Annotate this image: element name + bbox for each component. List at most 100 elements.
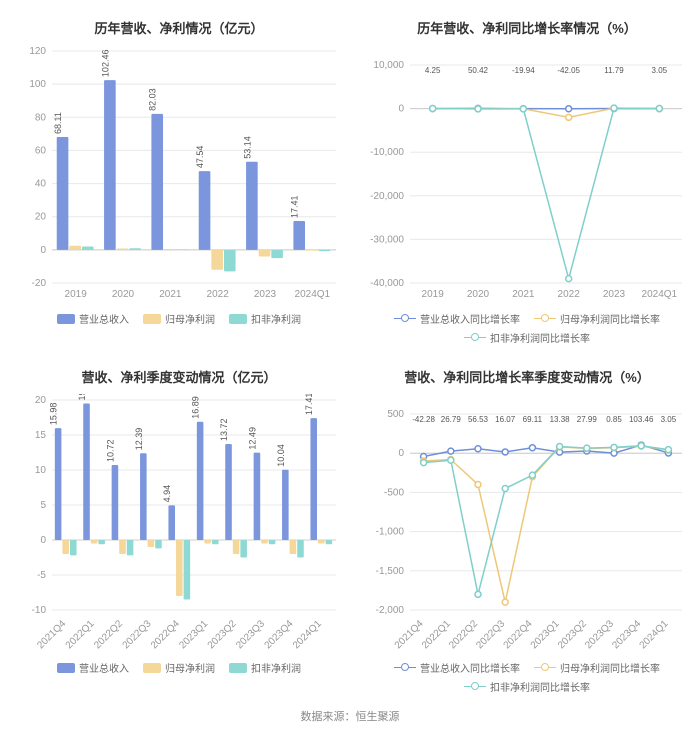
svg-text:-19.94: -19.94 bbox=[512, 66, 535, 75]
svg-text:13.72: 13.72 bbox=[219, 418, 229, 441]
svg-text:-42.05: -42.05 bbox=[557, 66, 580, 75]
legend-swatch bbox=[143, 663, 161, 673]
svg-text:2022Q2: 2022Q2 bbox=[92, 618, 125, 651]
svg-text:3.05: 3.05 bbox=[661, 415, 677, 424]
svg-text:-2,000: -2,000 bbox=[376, 605, 405, 616]
legend-label: 营业总收入同比增长率 bbox=[420, 311, 520, 326]
svg-text:2024Q1: 2024Q1 bbox=[295, 289, 331, 300]
svg-text:10: 10 bbox=[35, 465, 47, 476]
footer-label: 数据来源： bbox=[301, 711, 356, 723]
legend-label: 归母净利润 bbox=[165, 660, 215, 675]
svg-text:69.11: 69.11 bbox=[523, 415, 543, 424]
svg-text:120: 120 bbox=[29, 46, 46, 57]
svg-text:500: 500 bbox=[387, 409, 404, 420]
chart-annual-growth: 历年营收、净利同比增长率情况（%） -40,000-30,000-20,000-… bbox=[358, 10, 696, 349]
legend-item: 营业总收入 bbox=[57, 311, 129, 326]
chart-title: 营收、净利季度变动情况（亿元） bbox=[14, 367, 344, 386]
svg-text:5: 5 bbox=[40, 500, 46, 511]
legend-item: 扣非净利润 bbox=[229, 311, 301, 326]
svg-text:17.41: 17.41 bbox=[304, 394, 314, 415]
svg-text:2022: 2022 bbox=[558, 289, 581, 300]
chart-quarterly-growth: 营收、净利同比增长率季度变动情况（%） -2,000-1,500-1,000-5… bbox=[358, 359, 696, 698]
svg-text:10.04: 10.04 bbox=[276, 444, 286, 467]
svg-text:20: 20 bbox=[35, 212, 47, 223]
svg-text:-42.28: -42.28 bbox=[412, 415, 435, 424]
svg-text:2022Q3: 2022Q3 bbox=[474, 618, 507, 651]
svg-text:19.50: 19.50 bbox=[77, 394, 87, 401]
legend-item: 扣非净利润同比增长率 bbox=[464, 679, 590, 694]
svg-text:2024Q1: 2024Q1 bbox=[642, 289, 678, 300]
svg-text:0: 0 bbox=[40, 245, 46, 256]
legend-item: 营业总收入同比增长率 bbox=[394, 311, 520, 326]
svg-text:2023Q2: 2023Q2 bbox=[556, 618, 589, 651]
svg-text:2019: 2019 bbox=[65, 289, 88, 300]
svg-text:2020: 2020 bbox=[112, 289, 135, 300]
svg-text:60: 60 bbox=[35, 145, 47, 156]
chart-quarterly-revenue: 营收、净利季度变动情况（亿元） -10-5051015202021Q415.98… bbox=[10, 359, 348, 698]
svg-text:26.79: 26.79 bbox=[441, 415, 462, 424]
svg-text:-10: -10 bbox=[32, 605, 47, 616]
svg-text:82.03: 82.03 bbox=[148, 88, 158, 111]
legend-item: 归母净利润 bbox=[143, 660, 215, 675]
svg-text:53.14: 53.14 bbox=[242, 136, 252, 159]
svg-text:2023: 2023 bbox=[254, 289, 277, 300]
legend-label: 扣非净利润 bbox=[251, 660, 301, 675]
svg-text:16.89: 16.89 bbox=[191, 396, 201, 419]
svg-text:2023: 2023 bbox=[603, 289, 626, 300]
legend-item: 扣非净利润同比增长率 bbox=[464, 330, 590, 345]
svg-text:-40,000: -40,000 bbox=[370, 278, 404, 289]
svg-text:56.53: 56.53 bbox=[468, 415, 489, 424]
svg-text:20: 20 bbox=[35, 395, 47, 406]
svg-text:4.25: 4.25 bbox=[425, 66, 441, 75]
legend-swatch bbox=[229, 663, 247, 673]
legend-label: 扣非净利润同比增长率 bbox=[490, 330, 590, 345]
svg-text:2023Q4: 2023Q4 bbox=[610, 618, 643, 651]
chart-grid: 历年营收、净利情况（亿元） -20020406080100120201968.1… bbox=[10, 10, 690, 698]
svg-text:100: 100 bbox=[29, 79, 46, 90]
svg-text:2019: 2019 bbox=[422, 289, 445, 300]
legend-label: 扣非净利润同比增长率 bbox=[490, 679, 590, 694]
svg-text:80: 80 bbox=[35, 112, 47, 123]
chart-canvas: -20020406080100120201968.112020102.46202… bbox=[14, 45, 344, 305]
legend-label: 归母净利润 bbox=[165, 311, 215, 326]
chart-legend: 营业总收入同比增长率归母净利润同比增长率扣非净利润同比增长率 bbox=[362, 311, 692, 345]
svg-text:3.05: 3.05 bbox=[652, 66, 668, 75]
footer-source: 恒生聚源 bbox=[356, 711, 400, 723]
svg-text:50.42: 50.42 bbox=[468, 66, 489, 75]
svg-text:4.94: 4.94 bbox=[162, 485, 172, 503]
legend-swatch bbox=[394, 318, 416, 319]
svg-text:2023Q3: 2023Q3 bbox=[234, 618, 267, 651]
legend-item: 营业总收入同比增长率 bbox=[394, 660, 520, 675]
legend-label: 归母净利润同比增长率 bbox=[560, 660, 660, 675]
legend-item: 归母净利润 bbox=[143, 311, 215, 326]
svg-text:2022Q1: 2022Q1 bbox=[64, 618, 97, 651]
legend-swatch bbox=[534, 318, 556, 319]
svg-text:2024Q1: 2024Q1 bbox=[638, 618, 671, 651]
legend-item: 归母净利润同比增长率 bbox=[534, 311, 660, 326]
legend-swatch bbox=[229, 314, 247, 324]
svg-text:-20,000: -20,000 bbox=[370, 191, 404, 202]
legend-swatch bbox=[57, 314, 75, 324]
legend-item: 营业总收入 bbox=[57, 660, 129, 675]
svg-text:27.99: 27.99 bbox=[577, 415, 598, 424]
svg-text:0.85: 0.85 bbox=[606, 415, 622, 424]
svg-text:12.49: 12.49 bbox=[247, 427, 257, 450]
legend-item: 扣非净利润 bbox=[229, 660, 301, 675]
chart-legend: 营业总收入 归母净利润 扣非净利润 bbox=[14, 660, 344, 675]
svg-text:2022Q4: 2022Q4 bbox=[149, 618, 182, 651]
legend-label: 营业总收入 bbox=[79, 311, 129, 326]
svg-text:2024Q1: 2024Q1 bbox=[291, 618, 324, 651]
legend-label: 营业总收入同比增长率 bbox=[420, 660, 520, 675]
legend-label: 扣非净利润 bbox=[251, 311, 301, 326]
svg-text:2021Q4: 2021Q4 bbox=[393, 618, 426, 651]
svg-text:2021: 2021 bbox=[159, 289, 182, 300]
svg-text:11.79: 11.79 bbox=[604, 66, 624, 75]
svg-text:2021: 2021 bbox=[512, 289, 535, 300]
legend-label: 营业总收入 bbox=[79, 660, 129, 675]
svg-text:15.98: 15.98 bbox=[49, 403, 59, 426]
svg-text:-5: -5 bbox=[37, 570, 46, 581]
svg-text:2022Q4: 2022Q4 bbox=[502, 618, 535, 651]
chart-legend: 营业总收入 归母净利润 扣非净利润 bbox=[14, 311, 344, 326]
chart-canvas: -2,000-1,500-1,000-50005002021Q42022Q120… bbox=[362, 394, 692, 654]
legend-swatch bbox=[143, 314, 161, 324]
